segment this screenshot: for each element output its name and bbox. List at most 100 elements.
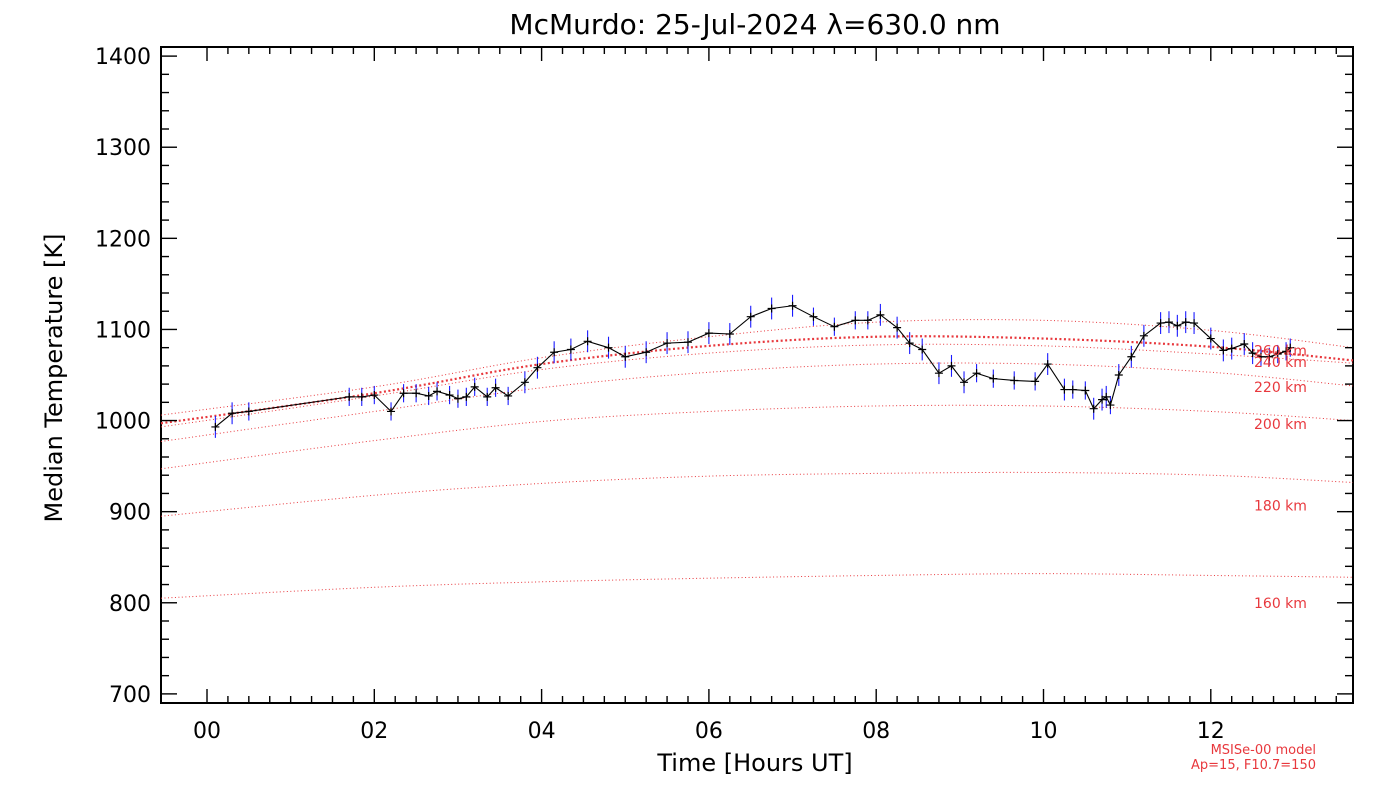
data-point	[918, 345, 927, 354]
y-tick-label: 900	[109, 501, 151, 526]
data-point	[683, 338, 692, 347]
data-point	[211, 422, 220, 431]
data-point	[1114, 371, 1123, 379]
data-point	[550, 348, 559, 357]
data-point	[876, 310, 885, 319]
y-tick-label: 700	[109, 683, 151, 708]
x-tick-label: 10	[1029, 719, 1057, 744]
data-markers	[211, 301, 1295, 431]
data-point	[583, 337, 592, 346]
data-point	[989, 374, 998, 383]
y-tick-label: 1300	[95, 136, 151, 161]
data-point	[663, 339, 672, 348]
data-point	[345, 392, 354, 401]
data-point	[1156, 319, 1165, 328]
y-tick-label: 1100	[95, 318, 151, 343]
data-point	[1106, 401, 1115, 410]
y-tick-label: 800	[109, 592, 151, 617]
curve-label-260-km: 260 km	[1254, 343, 1307, 359]
data-point	[533, 363, 542, 372]
data-point	[387, 407, 396, 416]
plot-frame	[160, 46, 1354, 704]
curve-label-180-km: 180 km	[1254, 498, 1307, 514]
x-tick-label: 04	[528, 719, 556, 744]
model-curve-5	[160, 343, 1354, 428]
data-point	[1282, 347, 1291, 356]
x-tick-label: 08	[862, 719, 890, 744]
y-tick-label: 1200	[95, 227, 151, 252]
data-point	[1031, 377, 1040, 386]
curve-label-220-km: 220 km	[1254, 380, 1307, 396]
data-point	[1256, 352, 1265, 361]
x-tick-label: 00	[193, 719, 221, 744]
data-point	[357, 392, 366, 401]
data-point	[934, 369, 943, 378]
model-curve-3	[160, 404, 1354, 470]
y-tick-label: 1000	[95, 410, 151, 435]
data-point	[1240, 340, 1249, 349]
model-curves	[160, 319, 1354, 599]
data-point	[462, 392, 471, 401]
data-point	[399, 389, 408, 398]
measurement-series	[215, 305, 1291, 428]
data-point	[604, 343, 613, 352]
data-point	[445, 391, 454, 400]
data-point	[1227, 344, 1236, 353]
x-tick-label: 12	[1197, 719, 1225, 744]
data-point	[470, 382, 479, 391]
data-point	[1127, 352, 1136, 361]
data-point	[1081, 386, 1090, 395]
data-point	[412, 389, 421, 398]
data-point	[483, 392, 492, 401]
axis-ticks	[161, 47, 1353, 703]
data-point	[1286, 343, 1295, 352]
data-point	[1173, 321, 1182, 330]
y-axis-label: Median Temperature [K]	[40, 233, 68, 522]
data-point	[642, 348, 651, 357]
data-point	[972, 369, 981, 378]
data-point	[520, 378, 529, 387]
measurement-line	[215, 305, 1291, 428]
data-point	[1248, 349, 1257, 358]
model-note-line-2: Ap=15, F10.7=150	[1191, 758, 1316, 773]
data-point	[851, 316, 860, 325]
data-point	[863, 316, 872, 325]
data-point	[1010, 376, 1019, 385]
tick-labels: 00 02 04 06 08 10 12 700 800 900 1000 1100 1200 1300 1…	[95, 45, 1225, 744]
data-point	[566, 345, 575, 354]
data-point	[947, 361, 956, 370]
chart-title: McMurdo: 25-Jul-2024 λ=630.0 nm	[509, 8, 1000, 41]
data-point	[893, 323, 902, 332]
x-tick-label: 02	[360, 719, 388, 744]
data-point	[767, 304, 776, 313]
data-point	[809, 312, 818, 321]
data-point	[228, 409, 237, 418]
y-tick-label: 1400	[95, 45, 151, 70]
data-point	[725, 330, 734, 338]
data-point	[1181, 318, 1190, 327]
data-point	[1273, 350, 1282, 359]
x-tick-label: 06	[695, 719, 723, 744]
data-point	[788, 301, 797, 310]
data-point	[1098, 395, 1107, 404]
data-point	[504, 391, 513, 400]
data-point	[1265, 352, 1274, 361]
data-point	[1164, 318, 1173, 327]
model-curve-2	[160, 471, 1354, 517]
model-curve-6	[160, 335, 1354, 425]
data-point	[621, 352, 630, 361]
data-point	[491, 383, 500, 392]
data-point	[453, 394, 462, 403]
data-point	[1043, 360, 1052, 369]
model-note-line-1: MSISe-00 model	[1211, 743, 1316, 758]
data-point	[370, 391, 379, 400]
data-point	[433, 387, 442, 396]
data-point	[1190, 319, 1199, 328]
x-axis-label: Time [Hours UT]	[656, 749, 852, 777]
data-point	[746, 312, 755, 321]
data-point	[244, 407, 253, 416]
data-point	[1102, 392, 1111, 401]
data-point	[1219, 346, 1228, 355]
data-point	[1089, 404, 1098, 413]
